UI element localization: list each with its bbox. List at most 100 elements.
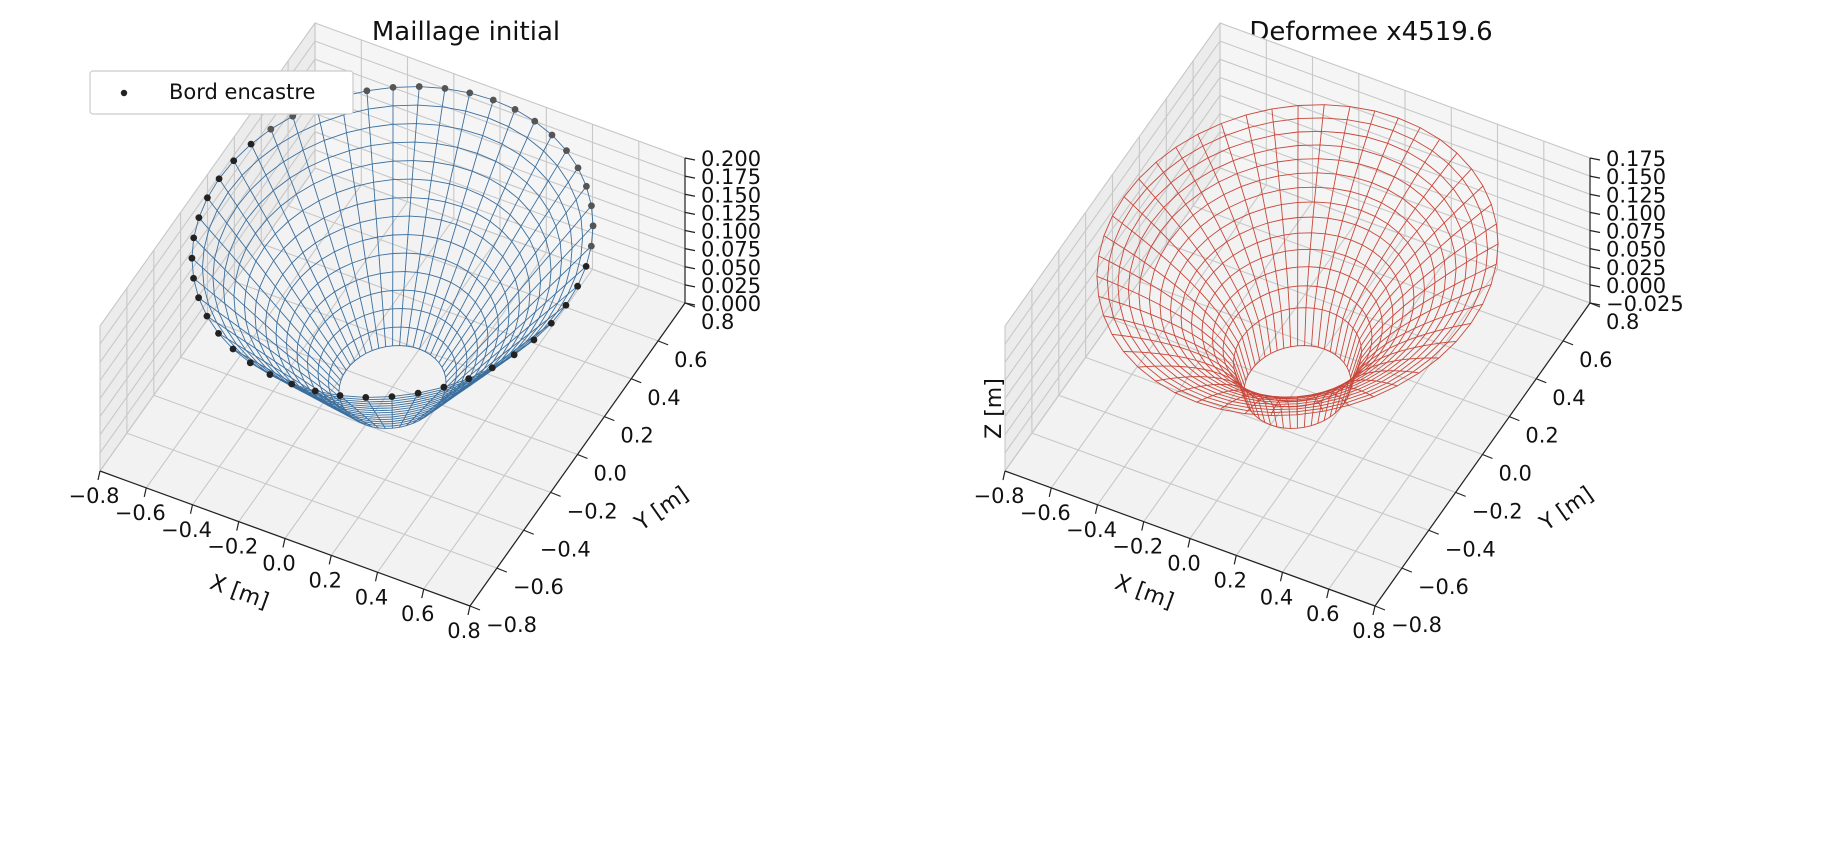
y-tick-label: −0.2	[567, 499, 618, 523]
surface-radial	[1155, 161, 1261, 361]
surface-radial	[1350, 263, 1497, 389]
z-tick	[684, 229, 696, 234]
y-tick-label: 0.0	[1499, 462, 1532, 486]
y-tick-label: −0.6	[513, 575, 564, 599]
surface-radial	[1339, 152, 1458, 359]
x-tick	[189, 504, 194, 514]
boundary-point	[203, 312, 211, 320]
y-tick	[496, 567, 508, 573]
boundary-point	[465, 375, 473, 383]
surface-radial	[1098, 295, 1245, 397]
boundary-point	[488, 364, 496, 372]
surface-radial	[270, 129, 361, 358]
z-tick-label: 0.150	[701, 183, 761, 207]
y-tick	[550, 491, 561, 497]
boundary-point	[414, 389, 422, 397]
surface-radial	[434, 134, 553, 359]
legend-box	[89, 70, 354, 115]
surface-radial	[1323, 117, 1399, 350]
x-tick	[328, 555, 332, 565]
boundary-point	[574, 282, 582, 290]
surface-radial	[198, 297, 342, 403]
surface-radial	[233, 160, 351, 366]
surface-radial	[1270, 396, 1291, 429]
surface-radial	[438, 150, 567, 363]
x-tick	[1094, 504, 1099, 514]
boundary-point	[562, 301, 570, 309]
boundary-point	[247, 140, 255, 148]
y-axis-label: Y [m]	[1535, 482, 1599, 537]
surface-radial	[399, 86, 420, 346]
y-tick-label: 0.4	[647, 386, 680, 410]
boundary-point	[230, 157, 238, 165]
surface-radial	[1103, 235, 1247, 381]
surface-radial	[1098, 255, 1245, 387]
z-tick	[684, 211, 696, 215]
boundary-point	[511, 106, 519, 113]
boundary-point	[547, 319, 555, 327]
surface-radial	[1350, 223, 1497, 378]
surface-radial	[424, 109, 516, 352]
y-tick-label: 0.4	[1552, 386, 1585, 410]
y-tick	[1374, 605, 1386, 611]
x-tick-label: 0.0	[262, 552, 295, 576]
surface-radial	[1303, 394, 1324, 428]
boundary-point	[441, 85, 449, 92]
surface-radial	[1096, 275, 1245, 392]
boundary-point	[548, 131, 556, 139]
boundary-point	[531, 117, 539, 125]
x-tick	[1233, 555, 1237, 565]
x-tick	[1372, 605, 1376, 616]
x-tick	[1187, 538, 1191, 548]
x-tick-label: 0.8	[447, 619, 480, 643]
z-tick	[684, 302, 696, 306]
z-tick-label: 0.075	[1606, 220, 1666, 244]
z-tick-label: −0.025	[1606, 292, 1684, 316]
grid-line-z	[1004, 112, 1591, 417]
surface-radial	[1311, 106, 1351, 347]
y-tick	[469, 605, 481, 611]
z-tick	[684, 193, 696, 197]
boundary-points	[188, 83, 597, 401]
boundary-point	[266, 371, 274, 378]
surface-radial	[429, 339, 535, 414]
x-tick	[467, 605, 471, 616]
z-tick	[1589, 175, 1601, 179]
boundary-point	[583, 182, 590, 190]
x-tick-label: 0.6	[401, 602, 434, 626]
boundary-point	[190, 234, 198, 242]
boundary-point	[215, 329, 222, 337]
z-tick	[684, 175, 696, 179]
surface-radial	[412, 92, 471, 348]
y-tick	[523, 529, 534, 535]
surface-radial	[1296, 396, 1298, 429]
surface-radial	[1317, 386, 1374, 424]
surface-radial	[365, 397, 386, 429]
surface-radial	[441, 285, 578, 400]
boundary-point	[389, 83, 397, 91]
x-tick	[282, 538, 286, 548]
y-tick-label: −0.4	[1445, 537, 1496, 561]
surface-radial	[445, 225, 594, 384]
surface-radial	[1317, 110, 1376, 348]
z-tick	[1589, 284, 1601, 288]
surface-radial	[340, 96, 380, 349]
legend-marker	[120, 89, 128, 97]
surface-radial	[391, 396, 393, 429]
z-tick-label: 0.100	[1606, 201, 1666, 225]
surface-radial	[429, 121, 536, 355]
y-tick	[631, 378, 642, 384]
surface-radial	[1304, 104, 1325, 346]
surface-radial	[443, 186, 587, 373]
surface-wireframe	[191, 86, 594, 429]
z-tick-label: 0.050	[1606, 238, 1666, 262]
surface-radial	[314, 390, 373, 428]
z-tick	[1589, 193, 1601, 197]
surface-radial	[1350, 243, 1499, 383]
surface-radial	[443, 266, 587, 394]
x-tick	[1279, 572, 1284, 582]
surface-radial	[1244, 395, 1284, 429]
x-tick-label: −0.2	[1112, 535, 1163, 559]
surface-radial	[398, 392, 419, 428]
surface-radial	[392, 87, 394, 346]
